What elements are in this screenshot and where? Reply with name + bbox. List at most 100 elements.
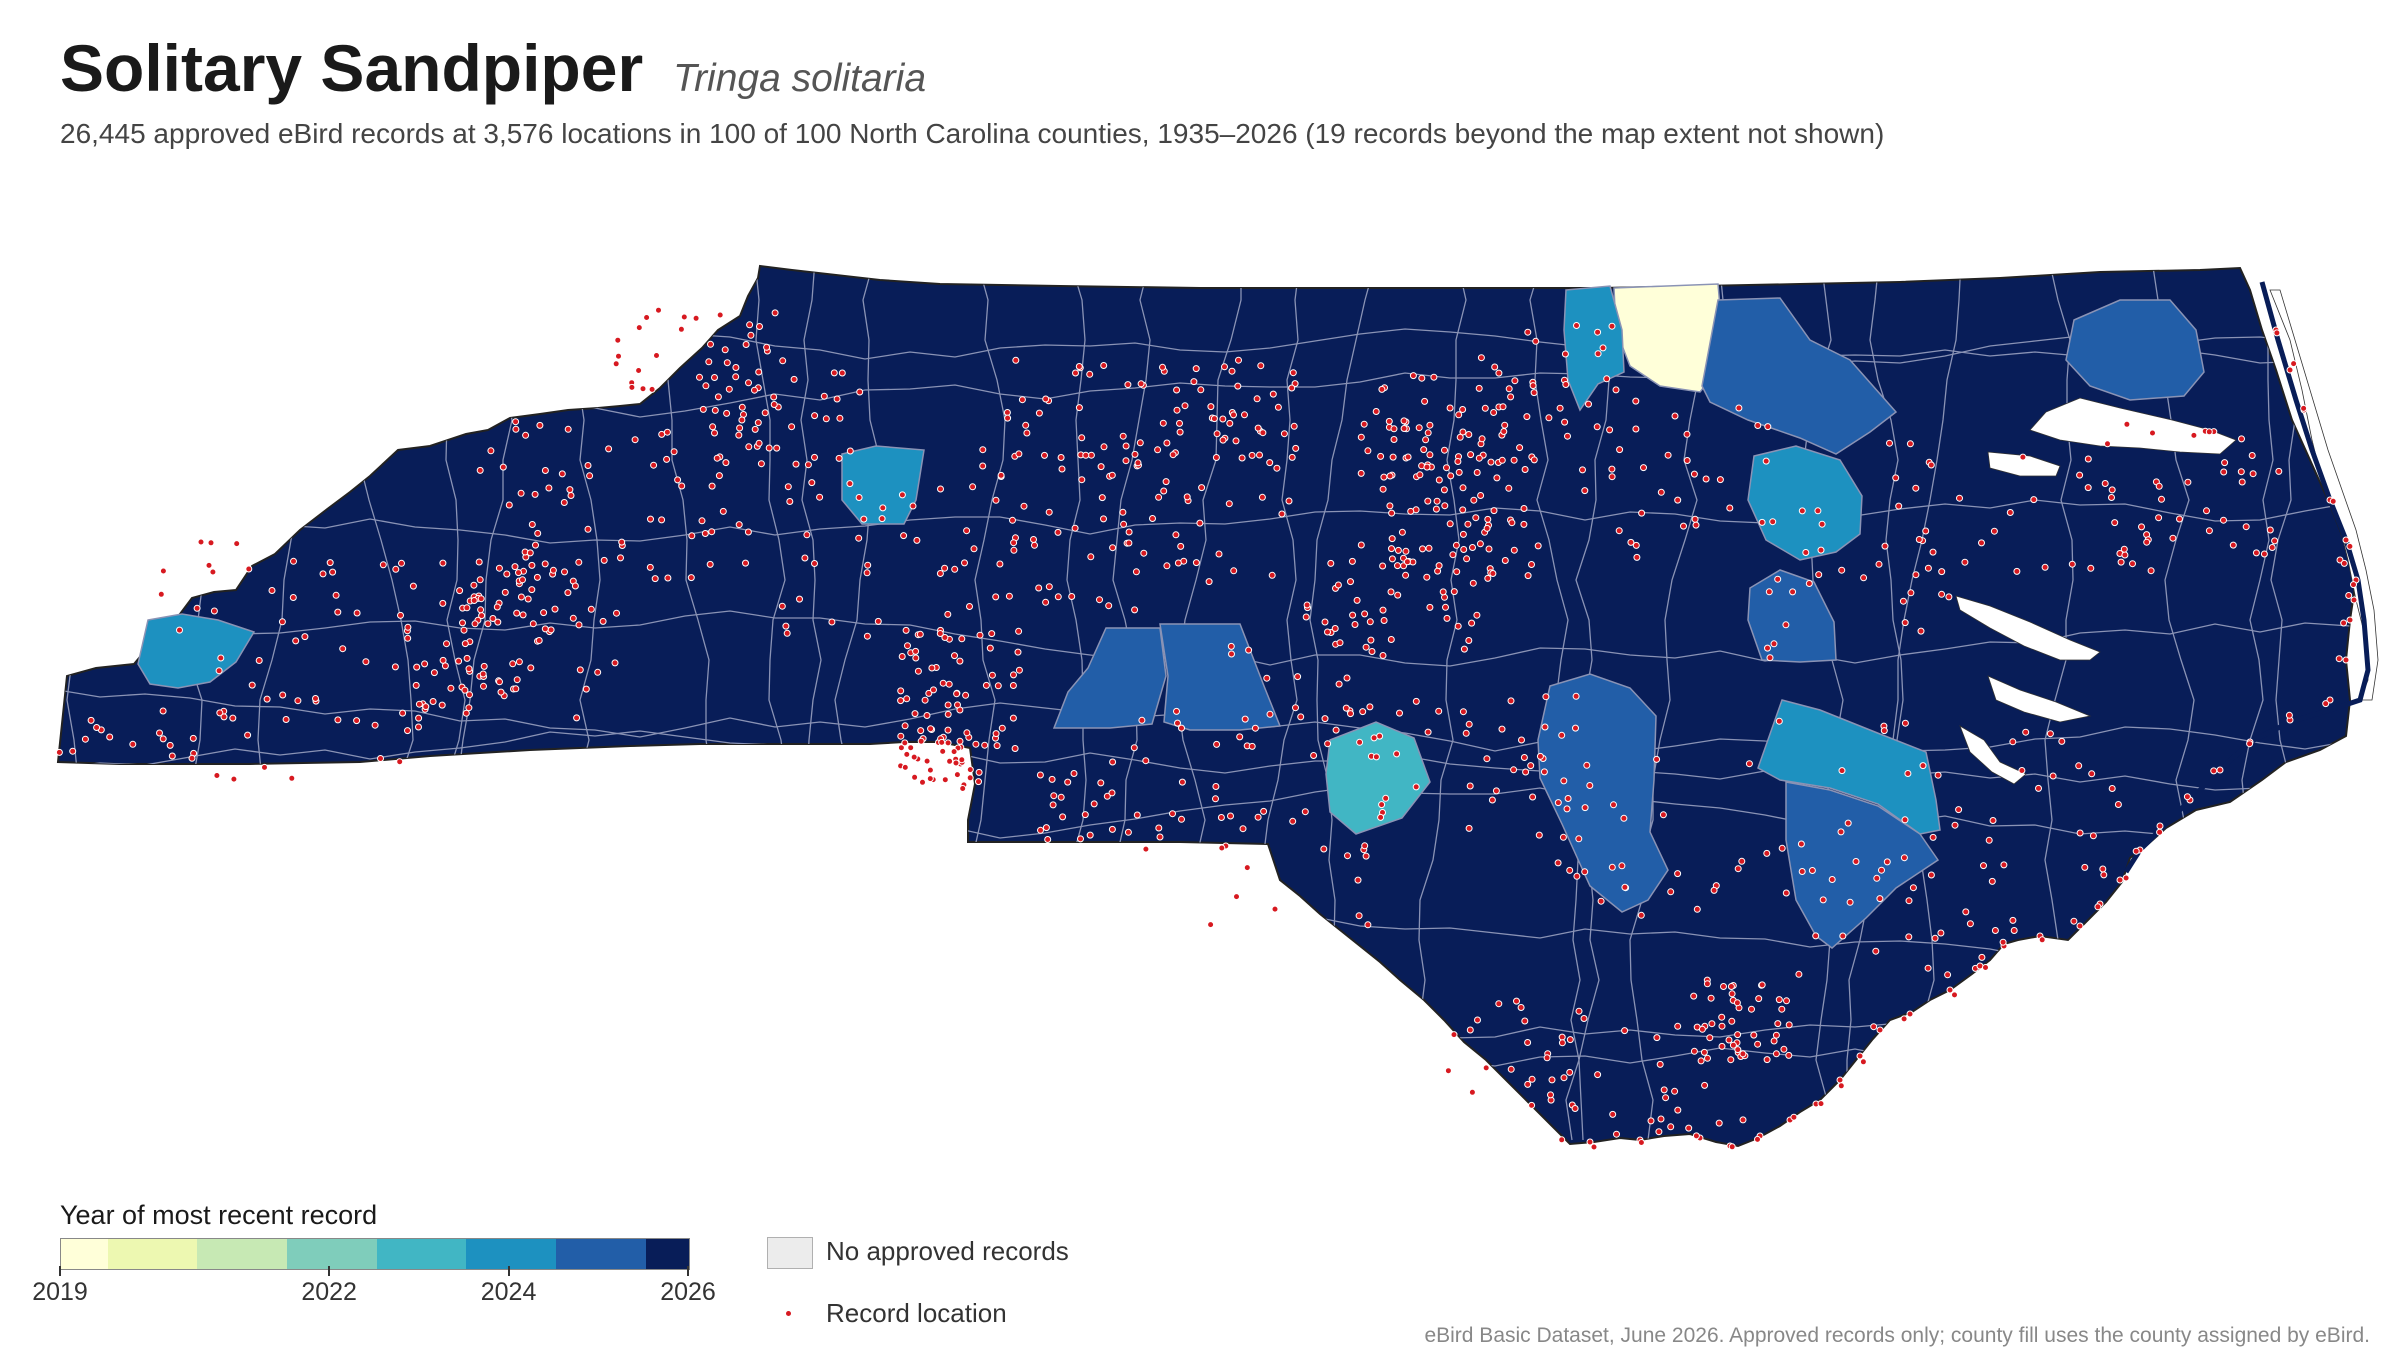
record-dot (1054, 528, 1062, 536)
record-dot (519, 611, 527, 619)
record-dot (923, 712, 931, 719)
record-dot (773, 444, 781, 452)
record-dot (2076, 471, 2084, 479)
record-dot (2068, 560, 2076, 568)
record-dot (332, 591, 340, 599)
record-dot (1124, 828, 1132, 836)
record-dot (475, 558, 483, 566)
record-dot (1490, 409, 1498, 416)
record-dot (1044, 836, 1052, 843)
record-dot (2345, 592, 2353, 599)
record-dot (1473, 611, 1481, 619)
record-dot (2285, 711, 2293, 719)
record-dot (945, 680, 953, 688)
record-dot (1599, 344, 1607, 352)
record-dot (1459, 708, 1467, 716)
record-dot (2156, 828, 2164, 836)
record-dot (1225, 500, 1233, 508)
record-dot (1564, 795, 1572, 802)
record-dot (1739, 1116, 1747, 1124)
record-dot (1467, 451, 1475, 459)
record-dot (1608, 322, 1616, 330)
record-dot (721, 346, 729, 354)
ramp-bin (376, 1239, 467, 1269)
record-dot (1558, 1136, 1566, 1144)
record-dot (992, 730, 1000, 738)
record-dot (782, 622, 790, 630)
record-dot (1292, 704, 1299, 712)
record-dot (1159, 363, 1166, 371)
record-dot (1301, 808, 1309, 816)
record-dot (515, 658, 523, 666)
record-dot (1424, 497, 1432, 505)
record-dot (1097, 463, 1105, 471)
record-dot (319, 570, 327, 578)
record-dot (495, 564, 503, 572)
record-dot (2022, 728, 2030, 736)
record-dot (2237, 468, 2245, 476)
record-dot (628, 383, 636, 391)
record-dot (1762, 457, 1770, 465)
record-dot (2108, 486, 2116, 494)
record-dot (1012, 356, 1020, 364)
record-dot (1014, 648, 1022, 656)
record-dot (409, 582, 417, 590)
record-dot (612, 360, 620, 368)
record-dot (1426, 451, 1434, 459)
record-dot (944, 701, 952, 709)
record-dot (1177, 542, 1185, 550)
record-dot (1988, 877, 1996, 885)
record-dot (1379, 606, 1387, 614)
record-dot (696, 373, 703, 381)
record-dot (1795, 970, 1803, 978)
record-dot (1241, 411, 1248, 419)
record-dot (326, 559, 334, 567)
record-dot (576, 666, 584, 674)
record-dot (515, 569, 522, 577)
record-dot (1465, 431, 1473, 438)
record-dot (1212, 795, 1219, 803)
record-dot (1734, 865, 1742, 873)
record-dot (1490, 507, 1498, 515)
record-dot (1606, 426, 1614, 434)
record-dot (663, 428, 671, 436)
record-dot (1554, 799, 1562, 807)
record-dot (1230, 411, 1237, 419)
record-dot (512, 685, 520, 693)
record-dot (2205, 428, 2213, 436)
record-dot (1901, 619, 1909, 627)
no-data-label: No approved records (826, 1236, 1069, 1266)
record-dot (2156, 822, 2164, 830)
record-dot (1769, 518, 1777, 526)
record-dot (1477, 354, 1485, 362)
record-dot (1778, 1005, 1786, 1013)
record-dot (1215, 550, 1223, 558)
record-dot (69, 747, 77, 755)
record-dot (1728, 1143, 1736, 1151)
record-dot (1748, 1005, 1755, 1013)
record-dot (1814, 507, 1822, 515)
record-dot (392, 565, 400, 573)
record-dot (587, 605, 595, 613)
record-dot (526, 549, 534, 557)
record-dot (1142, 757, 1150, 765)
record-dot (1149, 515, 1156, 522)
record-dot (670, 448, 678, 456)
record-dot (1221, 363, 1228, 371)
record-dot (2081, 863, 2089, 871)
record-dot (2070, 917, 2078, 925)
record-dot (994, 682, 1002, 690)
record-dot (396, 758, 404, 766)
record-dot (573, 714, 581, 722)
record-dot (1155, 493, 1163, 501)
record-dot (210, 607, 218, 615)
record-dot (2009, 916, 2017, 924)
record-dot (2322, 700, 2330, 708)
record-dot (664, 574, 672, 582)
record-dot (584, 462, 592, 469)
record-dot (646, 563, 654, 571)
record-dot (979, 446, 987, 454)
record-dot (1621, 1027, 1629, 1035)
record-dot (447, 684, 455, 692)
record-dot (1435, 476, 1443, 484)
